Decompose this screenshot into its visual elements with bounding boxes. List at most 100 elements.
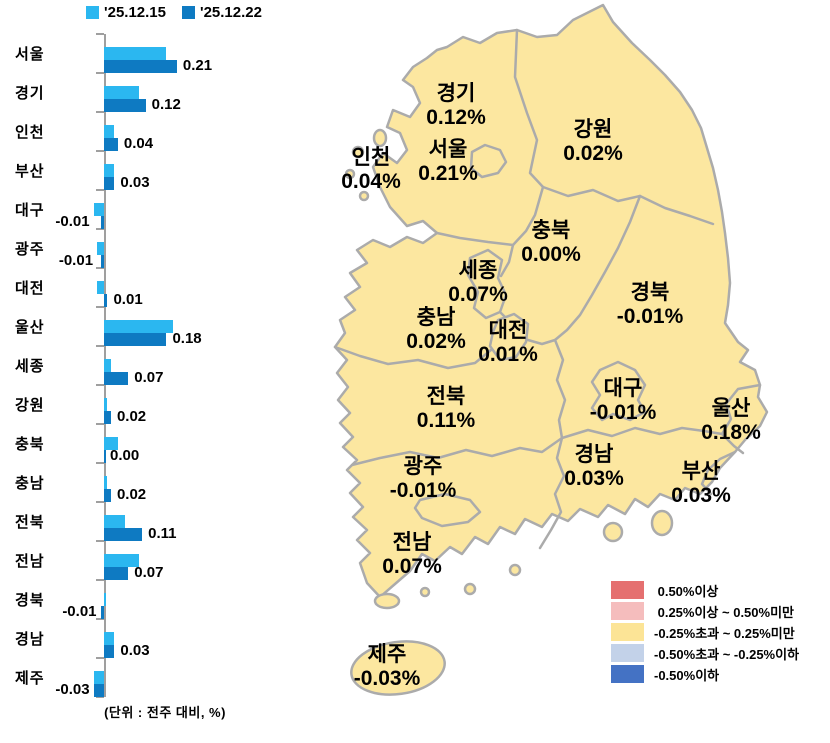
map-region-name: 경남 [575, 443, 614, 466]
map-legend-row-1: 0.25%이상 ~ 0.50%미만 [611, 602, 799, 620]
bar-row-부산: 부산 0.03 [0, 151, 330, 190]
map-mainland-outline [333, 3, 769, 599]
bar-row-서울: 서울 0.21 [0, 34, 330, 73]
bar-value-label: 0.03 [120, 642, 150, 659]
map-region-value: 0.07% [382, 555, 442, 578]
axis-tick [96, 501, 104, 503]
bar-week1 [104, 359, 111, 372]
axis-tick [96, 657, 104, 659]
bar-row-울산: 울산 0.18 [0, 307, 330, 346]
bar-week2 [104, 489, 111, 502]
bar-row-label: 강원 [15, 397, 45, 414]
bar-row-label: 경북 [15, 592, 45, 609]
map-region-value: 0.03% [671, 484, 731, 507]
bar-week1 [104, 632, 115, 645]
axis-tick [96, 618, 104, 620]
bar-week1 [104, 515, 125, 528]
map-legend-swatch-icon [611, 581, 644, 599]
bar-week1 [93, 671, 104, 684]
bar-row-광주: 광주 -0.01 [0, 229, 330, 268]
bar-value-label: 0.18 [172, 330, 202, 347]
bar-week2 [104, 294, 108, 307]
bar-value-label: -0.01 [55, 213, 90, 230]
bar-row-충북: 충북 0.00 [0, 424, 330, 463]
bar-value-label: 0.11 [148, 525, 177, 542]
map-legend-label: -0.50%이하 [654, 667, 720, 683]
map-region-value: 0.00% [521, 243, 581, 266]
bar-week2 [104, 567, 129, 580]
bar-week2 [104, 99, 146, 112]
bar-week1 [104, 86, 139, 99]
map-province-borders [333, 28, 762, 550]
bar-week2 [104, 645, 115, 658]
bar-week1 [93, 203, 104, 216]
bar-row-경남: 경남 0.03 [0, 619, 330, 658]
map-region-name: 강원 [574, 118, 613, 141]
bar-row-label: 울산 [15, 319, 45, 336]
bar-row-경북: 경북 -0.01 [0, 580, 330, 619]
bar-value-label: 0.02 [116, 486, 147, 503]
bar-week1 [97, 242, 104, 255]
bar-row-label: 서울 [15, 46, 45, 63]
bar-value-label: -0.01 [58, 252, 94, 269]
map-legend-row-0: 0.50%이상 [611, 581, 799, 599]
bar-row-label: 경기 [15, 85, 45, 102]
bar-value-label: 0.02 [116, 408, 147, 425]
map-region-value: 0.02% [563, 142, 623, 165]
legend-swatch-icon [182, 6, 195, 19]
map-region-name: 경기 [437, 82, 476, 105]
bar-week2 [100, 255, 104, 268]
bar-value-label: 0.03 [120, 174, 150, 191]
bar-row-label: 광주 [15, 241, 45, 258]
map-region-value: 0.07% [448, 283, 508, 306]
bar-week1 [104, 437, 118, 450]
bar-chart-panel: '25.12.15 '25.12.22 서울 0.21 경기 0.12 인천 0.04 부산 0… [0, 0, 330, 743]
map-region-name: 광주 [404, 455, 443, 478]
bar-value-label: 0.07 [134, 369, 164, 386]
map-jeju-island [350, 640, 446, 696]
bar-value-label: 0.01 [113, 291, 143, 308]
map-region-name: 전남 [393, 531, 432, 554]
bar-row-label: 대구 [15, 202, 45, 219]
map-region-daejeon-outline [488, 312, 530, 362]
bar-row-대전: 대전 0.01 [0, 268, 330, 307]
bar-value-label: 0.12 [151, 96, 181, 113]
bar-week2 [100, 216, 104, 229]
bar-chart-plot-area: 서울 0.21 경기 0.12 인천 0.04 부산 0.03 대구 -0.01 광주 -0.01 대전… [0, 33, 330, 698]
map-region-name: 대구 [604, 377, 643, 400]
bar-value-label: -0.03 [55, 681, 90, 698]
axis-tick [96, 696, 104, 698]
map-region-value: 0.02% [406, 330, 466, 353]
axis-tick [96, 150, 104, 152]
map-region-daegu-outline [590, 360, 647, 422]
bar-row-label: 경남 [15, 631, 45, 648]
map-region-name: 충남 [417, 306, 456, 329]
map-region-gwangju-outline [413, 492, 482, 528]
map-region-name: 충북 [532, 219, 571, 242]
bar-row-label: 전북 [15, 514, 45, 531]
map-region-name: 제주 [368, 643, 407, 666]
bar-value-label: 0.00 [110, 447, 140, 464]
bar-row-전북: 전북 0.11 [0, 502, 330, 541]
map-region-value: 0.12% [426, 106, 486, 129]
map-region-name: 세종 [459, 259, 498, 282]
map-region-name: 서울 [429, 138, 468, 161]
map-region-name: 전북 [427, 385, 466, 408]
bar-value-label: 0.04 [123, 135, 154, 152]
bar-row-강원: 강원 0.02 [0, 385, 330, 424]
bar-row-경기: 경기 0.12 [0, 73, 330, 112]
map-region-name: 부산 [682, 460, 721, 483]
map-legend-swatch-icon [611, 602, 644, 620]
axis-tick [96, 579, 104, 581]
map-region-value: 0.21% [418, 162, 478, 185]
map-legend-swatch-icon [611, 665, 644, 683]
map-region-name: 인천 [352, 146, 391, 169]
map-region-value: -0.01% [390, 479, 457, 502]
map-legend-swatch-icon [611, 644, 644, 662]
bar-row-label: 충남 [15, 475, 45, 492]
bar-week2 [104, 528, 143, 541]
chart-legend-item-1: '25.12.22 [182, 4, 262, 21]
map-region-value: 0.03% [564, 467, 624, 490]
bar-week1 [104, 47, 167, 60]
bar-week1 [104, 593, 106, 606]
